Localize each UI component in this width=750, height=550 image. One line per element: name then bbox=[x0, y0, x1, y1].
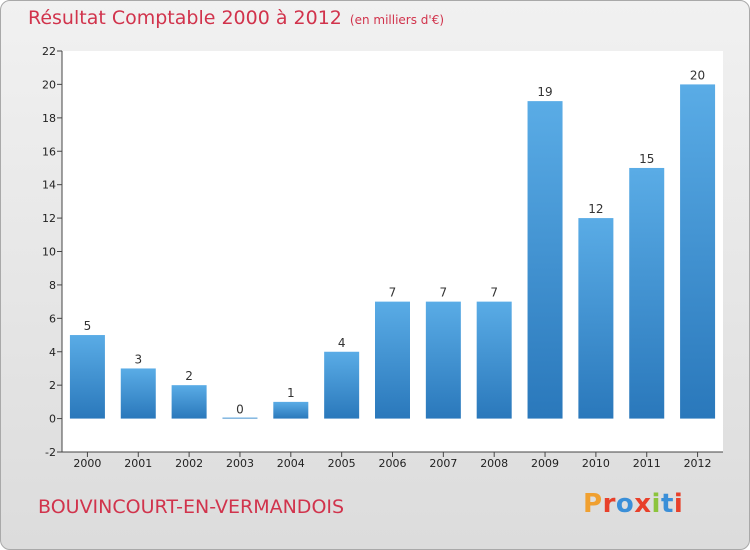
y-tick-label: 2 bbox=[49, 379, 56, 392]
brand-letter: x bbox=[634, 489, 652, 519]
y-tick-label: 6 bbox=[49, 312, 56, 325]
data-label: 7 bbox=[440, 286, 448, 300]
chart-subtitle: (en milliers d'€) bbox=[349, 13, 445, 27]
x-tick-label: 2012 bbox=[684, 457, 712, 470]
y-tick-label: 8 bbox=[49, 279, 56, 292]
bar-2006 bbox=[375, 301, 410, 419]
x-tick-label: 2001 bbox=[124, 457, 152, 470]
bar-2010 bbox=[578, 218, 614, 419]
data-label: 5 bbox=[84, 319, 92, 333]
y-tick-label: 0 bbox=[49, 413, 56, 426]
y-tick-label: 14 bbox=[42, 179, 56, 192]
y-tick-label: 22 bbox=[42, 45, 56, 58]
bar-2008 bbox=[476, 301, 512, 419]
data-label: 15 bbox=[639, 152, 654, 166]
x-tick-label: 2004 bbox=[277, 457, 305, 470]
bar-series bbox=[69, 84, 716, 419]
y-tick-label: 4 bbox=[49, 346, 56, 359]
data-label: 7 bbox=[490, 286, 498, 300]
bar-2002 bbox=[171, 385, 207, 419]
y-tick-label: 18 bbox=[42, 112, 56, 125]
data-label: 19 bbox=[537, 85, 552, 99]
bar-2011 bbox=[629, 167, 665, 419]
bar-2001 bbox=[120, 368, 156, 419]
chart-title-text: Résultat Comptable 2000 à 2012 bbox=[28, 7, 342, 29]
data-label: 7 bbox=[389, 286, 397, 300]
data-label: 2 bbox=[185, 369, 193, 383]
x-axis: 2000 2001 2002 2003 2004 2005 2006 2007 2008 2009… bbox=[62, 451, 723, 470]
brand-letter: P bbox=[583, 489, 603, 519]
x-tick-label: 2002 bbox=[175, 457, 203, 470]
y-tick-label: 10 bbox=[42, 246, 56, 259]
bar-2003 bbox=[222, 417, 258, 419]
y-tick-label: -2 bbox=[45, 446, 56, 459]
data-label: 4 bbox=[338, 336, 346, 350]
brand-letter: t bbox=[660, 489, 674, 519]
chart-title: Résultat Comptable 2000 à 2012 (en millie… bbox=[28, 7, 444, 29]
data-label: 0 bbox=[236, 403, 244, 417]
data-label: 1 bbox=[287, 386, 295, 400]
data-label: 3 bbox=[134, 352, 142, 366]
brand-letter: r bbox=[602, 489, 616, 519]
y-tick-label: 12 bbox=[42, 212, 56, 225]
x-tick-label: 2011 bbox=[633, 457, 661, 470]
brand-letter: o bbox=[615, 489, 635, 519]
data-label: 20 bbox=[690, 68, 705, 82]
x-tick-label: 2006 bbox=[379, 457, 407, 470]
y-axis: -2 0 2 4 6 8 10 12 14 16 18 20 22 bbox=[42, 45, 63, 459]
bar-2012 bbox=[680, 84, 716, 419]
x-tick-label: 2010 bbox=[582, 457, 610, 470]
y-tick-label: 16 bbox=[42, 145, 56, 158]
x-tick-label: 2005 bbox=[328, 457, 356, 470]
x-tick-label: 2007 bbox=[429, 457, 457, 470]
x-tick-label: 2008 bbox=[480, 457, 508, 470]
data-label: 12 bbox=[588, 202, 603, 216]
bar-2007 bbox=[425, 301, 461, 419]
x-tick-label: 2009 bbox=[531, 457, 559, 470]
x-tick-label: 2003 bbox=[226, 457, 254, 470]
bar-2009 bbox=[527, 101, 563, 419]
brand-letter: i bbox=[673, 489, 684, 519]
bar-2005 bbox=[324, 351, 360, 419]
brand-letter: i bbox=[651, 489, 661, 519]
bar-2000 bbox=[69, 335, 105, 419]
proxiti-logo: Proxiti bbox=[583, 489, 683, 519]
x-tick-label: 2000 bbox=[73, 457, 101, 470]
commune-name: BOUVINCOURT-EN-VERMANDOIS bbox=[38, 496, 345, 518]
y-tick-label: 20 bbox=[42, 78, 56, 91]
bar-2004 bbox=[273, 401, 309, 419]
